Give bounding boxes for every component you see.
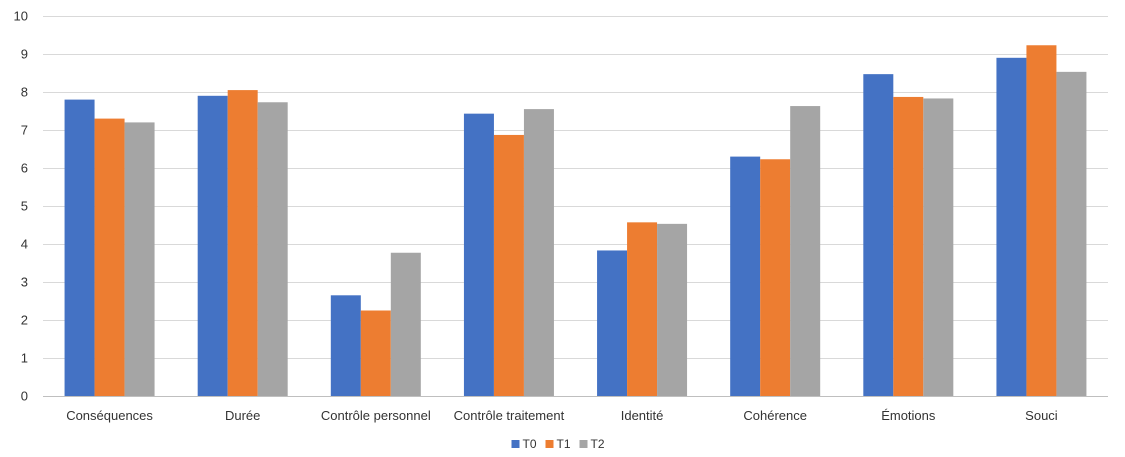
bar — [360, 310, 391, 396]
x-axis: Conséquences Durée Contrôle personnel Contr… — [66, 408, 1058, 423]
bar — [996, 57, 1027, 397]
bar — [863, 74, 894, 396]
bars — [64, 45, 1087, 397]
y-tick-label: 10 — [14, 9, 28, 24]
bar — [227, 90, 258, 396]
y-axis: 0 1 2 3 4 5 6 7 8 9 10 — [14, 9, 28, 404]
x-tick-label: Contrôle traitement — [454, 408, 565, 423]
y-tick-label: 6 — [21, 161, 28, 176]
y-tick-label: 8 — [21, 85, 28, 100]
x-tick-label: Souci — [1025, 408, 1058, 423]
x-tick-label: Identité — [621, 408, 664, 423]
bar — [790, 106, 821, 396]
bar — [1056, 71, 1087, 397]
y-tick-label: 3 — [21, 275, 28, 290]
legend: T0 T1 T2 — [511, 437, 605, 451]
y-tick-label: 5 — [21, 199, 28, 214]
bar — [657, 223, 688, 396]
x-tick-label: Conséquences — [66, 408, 153, 423]
bar — [893, 96, 924, 396]
x-tick-label: Émotions — [881, 408, 936, 423]
bar — [597, 250, 628, 396]
bar — [1026, 45, 1057, 396]
bar — [330, 295, 361, 396]
legend-label: T1 — [557, 437, 571, 451]
y-tick-label: 7 — [21, 123, 28, 138]
bar — [627, 222, 658, 396]
bar — [523, 109, 554, 396]
legend-swatch — [511, 440, 520, 448]
y-tick-label: 9 — [21, 47, 28, 62]
y-tick-label: 0 — [21, 389, 28, 404]
x-tick-label: Cohérence — [743, 408, 807, 423]
legend-swatch — [545, 440, 554, 448]
bar — [760, 159, 791, 396]
bar — [493, 134, 524, 396]
bar — [923, 98, 954, 397]
y-tick-label: 4 — [21, 237, 28, 252]
bar — [94, 118, 125, 396]
legend-label: T2 — [591, 437, 605, 451]
bar — [197, 95, 228, 397]
bar — [730, 156, 761, 396]
y-tick-label: 1 — [21, 351, 28, 366]
bar — [64, 99, 95, 396]
bar — [257, 102, 288, 396]
legend-swatch — [579, 440, 588, 448]
x-tick-label: Contrôle personnel — [321, 408, 431, 423]
x-tick-label: Durée — [225, 408, 260, 423]
legend-label: T0 — [523, 437, 537, 451]
y-tick-label: 2 — [21, 313, 28, 328]
bar — [390, 252, 421, 396]
bar — [463, 113, 494, 396]
bar — [124, 122, 155, 397]
